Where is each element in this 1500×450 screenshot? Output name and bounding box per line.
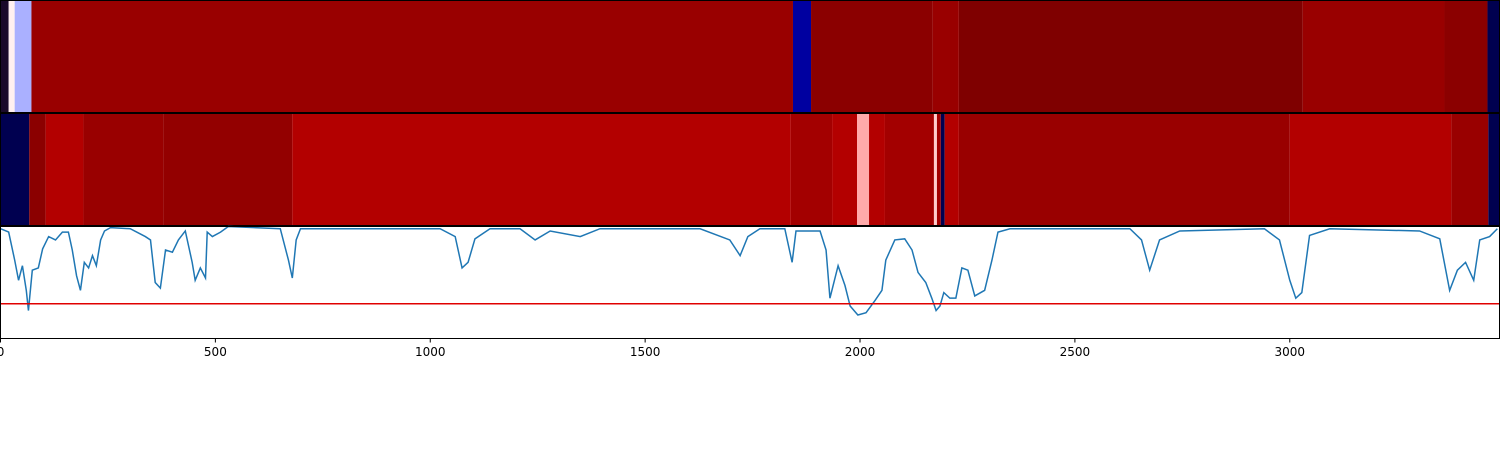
strip-segment: [869, 113, 885, 226]
strip-segment: [1289, 113, 1452, 226]
strip-segment: [940, 113, 945, 226]
strip-segment: [832, 113, 858, 226]
strip-segment: [932, 0, 959, 113]
strip-segment: [292, 113, 791, 226]
x-tick-label: 0: [0, 345, 4, 359]
x-tick-label: 2500: [1060, 345, 1091, 359]
x-tick-label: 2000: [845, 345, 876, 359]
strip-segment: [163, 113, 293, 226]
strip-segment: [83, 113, 164, 226]
strip-segment: [0, 0, 9, 113]
strip-segment: [811, 0, 933, 113]
x-tick-label: 1500: [630, 345, 661, 359]
x-tick-label: 500: [204, 345, 227, 359]
strip-segment: [31, 0, 793, 113]
strip-segment: [1488, 113, 1500, 226]
strip-segment: [1487, 0, 1500, 113]
x-tick-label: 3000: [1275, 345, 1306, 359]
strip-segment: [1302, 0, 1445, 113]
strip-segment: [45, 113, 84, 226]
strip-segment: [857, 113, 870, 226]
strip-segment: [944, 113, 959, 226]
strip-segment: [14, 0, 32, 113]
strip-segment: [1444, 0, 1488, 113]
strip-segment: [958, 0, 1303, 113]
strip-segment: [792, 0, 812, 113]
panel-frame: [0, 226, 1500, 339]
strip-segment: [1451, 113, 1489, 226]
strip-segment: [790, 113, 833, 226]
strip-segment: [8, 0, 15, 113]
x-tick-label: 1000: [415, 345, 446, 359]
strip-segment: [29, 113, 46, 226]
strip-segment: [936, 113, 941, 226]
data-line: [0, 225, 1498, 316]
strip-segment: [0, 113, 30, 226]
strip-segment: [933, 113, 937, 226]
strip-segment: [884, 113, 934, 226]
strip-segment: [958, 113, 1290, 226]
